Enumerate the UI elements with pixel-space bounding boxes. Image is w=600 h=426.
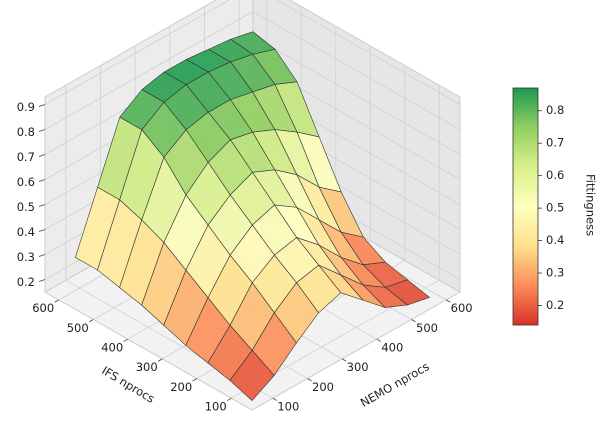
- tick-mark: [157, 358, 163, 362]
- tick-mark: [192, 378, 197, 382]
- tick-mark: [38, 129, 46, 132]
- tick-mark: [38, 229, 46, 232]
- tick-mark: [123, 338, 128, 342]
- z-tick-label: 0.3: [17, 250, 35, 264]
- grid-line: [252, 11, 461, 130]
- colorbar-tick-label: 0.6: [546, 168, 564, 182]
- y-tick-label: 300: [136, 360, 158, 374]
- tick-mark: [226, 397, 232, 401]
- tick-mark: [38, 179, 46, 182]
- tick-mark: [376, 338, 382, 342]
- colorbar-tick-label: 0.4: [546, 233, 564, 247]
- tick-mark: [88, 319, 94, 323]
- tick-mark: [38, 254, 46, 257]
- z-tick-label: 0.2: [17, 275, 35, 289]
- grid-line: [275, 0, 461, 105]
- tick-mark: [38, 154, 46, 157]
- tick-mark: [38, 279, 46, 282]
- y-tick-label: 600: [32, 301, 54, 315]
- grid-line: [44, 0, 231, 105]
- tick-mark: [411, 319, 416, 323]
- y-tick-label: 200: [170, 380, 192, 394]
- tick-mark: [307, 378, 312, 382]
- x-tick-label: 400: [381, 341, 403, 355]
- colorbar-tick-label: 0.3: [546, 266, 564, 280]
- z-tick-label: 0.4: [17, 225, 35, 239]
- x-tick-label: 200: [312, 380, 334, 394]
- x-tick-label: 100: [277, 400, 299, 414]
- tick-mark: [341, 358, 347, 362]
- colorbar-label: Fittingness: [584, 174, 598, 236]
- tick-mark: [445, 299, 451, 303]
- x-tick-label: 600: [451, 301, 473, 315]
- y-tick-label: 400: [101, 341, 123, 355]
- z-tick-label: 0.6: [17, 175, 35, 189]
- x-tick-label: 300: [347, 360, 369, 374]
- tick-mark: [54, 299, 59, 303]
- surface-patch: [229, 349, 275, 401]
- grid-line: [252, 36, 461, 155]
- colorbar-tick-label: 0.7: [546, 136, 564, 150]
- tick-mark: [38, 104, 46, 107]
- tick-mark: [38, 204, 46, 207]
- colorbar-tick-label: 0.8: [546, 103, 564, 117]
- z-tick-label: 0.9: [17, 100, 35, 114]
- x-tick-label: 500: [416, 321, 438, 335]
- colorbar-tick-label: 0.2: [546, 298, 564, 312]
- x-axis-label: NEMO nprocs: [358, 359, 432, 410]
- z-tick-label: 0.7: [17, 150, 35, 164]
- colorbar-tick-label: 0.5: [546, 201, 564, 215]
- grid-line: [44, 11, 254, 130]
- y-tick-label: 500: [67, 321, 89, 335]
- tick-mark: [272, 397, 278, 401]
- y-tick-label: 100: [205, 400, 227, 414]
- colorbar: [512, 87, 539, 326]
- z-tick-label: 0.8: [17, 125, 35, 139]
- z-tick-label: 0.5: [17, 200, 35, 214]
